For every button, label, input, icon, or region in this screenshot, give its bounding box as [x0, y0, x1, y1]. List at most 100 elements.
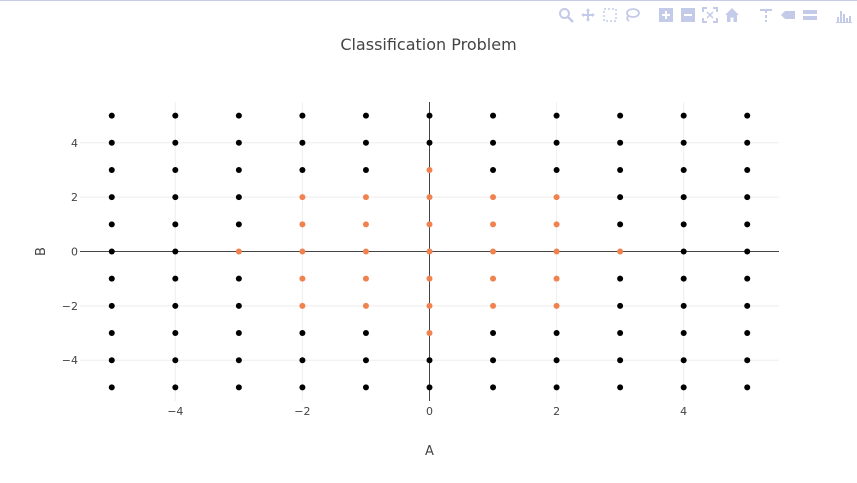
data-point-outer [617, 166, 624, 173]
data-points [108, 112, 751, 391]
y-tick-label: 4 [71, 137, 78, 150]
data-point-outer [744, 166, 751, 173]
data-point-inner [426, 221, 433, 228]
hover-compare-icon[interactable] [799, 6, 821, 24]
data-point-outer [362, 330, 369, 337]
data-point-outer [172, 248, 179, 255]
data-point-outer [235, 384, 242, 391]
data-point-outer [426, 112, 433, 119]
data-point-outer [553, 112, 560, 119]
data-point-outer [744, 112, 751, 119]
data-point-outer [617, 302, 624, 309]
data-point-inner [426, 330, 433, 337]
zoom-icon[interactable] [555, 6, 577, 24]
data-point-inner [617, 248, 624, 255]
data-point-outer [235, 357, 242, 364]
data-point-outer [490, 384, 497, 391]
data-point-outer [299, 384, 306, 391]
y-tick-label: −4 [62, 354, 78, 367]
data-point-outer [617, 139, 624, 146]
data-point-outer [299, 112, 306, 119]
data-point-outer [490, 330, 497, 337]
zoom-out-icon[interactable] [677, 6, 699, 24]
data-point-outer [235, 112, 242, 119]
data-point-inner [553, 221, 560, 228]
data-point-outer [680, 194, 687, 201]
data-point-outer [235, 330, 242, 337]
x-tick-label: 2 [553, 405, 560, 418]
data-point-inner [362, 194, 369, 201]
x-tick-label: −2 [294, 405, 310, 418]
data-point-outer [617, 330, 624, 337]
data-point-outer [108, 248, 115, 255]
data-point-outer [490, 112, 497, 119]
data-point-inner [553, 302, 560, 309]
data-point-inner [299, 248, 306, 255]
lasso-select-icon[interactable] [621, 6, 643, 24]
data-point-outer [426, 357, 433, 364]
y-axis-ticks: −4 −2 0 2 4 [62, 137, 78, 367]
data-point-outer [744, 330, 751, 337]
data-point-outer [680, 384, 687, 391]
data-point-outer [172, 275, 179, 282]
data-point-outer [108, 194, 115, 201]
data-point-outer [553, 384, 560, 391]
modebar-group-zoom [555, 6, 643, 24]
zoom-in-icon[interactable] [655, 6, 677, 24]
data-point-outer [235, 166, 242, 173]
data-point-outer [744, 194, 751, 201]
box-select-icon[interactable] [599, 6, 621, 24]
data-point-outer [680, 330, 687, 337]
data-point-outer [744, 302, 751, 309]
data-point-outer [172, 302, 179, 309]
autoscale-icon[interactable] [699, 6, 721, 24]
data-point-outer [617, 194, 624, 201]
data-point-outer [680, 139, 687, 146]
hover-closest-icon[interactable] [777, 6, 799, 24]
data-point-outer [235, 139, 242, 146]
data-point-outer [362, 112, 369, 119]
data-point-inner [490, 248, 497, 255]
data-point-outer [490, 139, 497, 146]
data-point-outer [108, 384, 115, 391]
data-point-outer [172, 112, 179, 119]
data-point-inner [490, 302, 497, 309]
data-point-outer [553, 166, 560, 173]
data-point-inner [490, 275, 497, 282]
pan-icon[interactable] [577, 6, 599, 24]
modebar [543, 6, 855, 24]
data-point-inner [426, 166, 433, 173]
data-point-outer [108, 275, 115, 282]
data-point-inner [490, 194, 497, 201]
plotly-logo-icon[interactable] [833, 6, 855, 24]
chart-title: Classification Problem [340, 35, 517, 54]
spike-lines-icon[interactable] [755, 6, 777, 24]
data-point-outer [680, 248, 687, 255]
data-point-outer [617, 221, 624, 228]
data-point-outer [235, 194, 242, 201]
data-point-inner [426, 248, 433, 255]
modebar-group-logo [833, 6, 855, 24]
data-point-outer [744, 221, 751, 228]
data-point-outer [299, 330, 306, 337]
data-point-outer [108, 221, 115, 228]
x-axis-ticks: −4 −2 0 2 4 [167, 405, 687, 418]
data-point-outer [744, 139, 751, 146]
data-point-inner [362, 248, 369, 255]
modebar-group-hover [755, 6, 821, 24]
data-point-inner [426, 302, 433, 309]
data-point-outer [680, 166, 687, 173]
reset-axes-icon[interactable] [721, 6, 743, 24]
data-point-inner [235, 248, 242, 255]
data-point-outer [299, 166, 306, 173]
x-axis-label: A [425, 444, 434, 459]
data-point-outer [172, 221, 179, 228]
data-point-outer [172, 194, 179, 201]
data-point-outer [680, 112, 687, 119]
data-point-outer [617, 112, 624, 119]
data-point-outer [680, 275, 687, 282]
x-tick-label: 4 [680, 405, 687, 418]
data-point-outer [553, 330, 560, 337]
data-point-outer [744, 384, 751, 391]
